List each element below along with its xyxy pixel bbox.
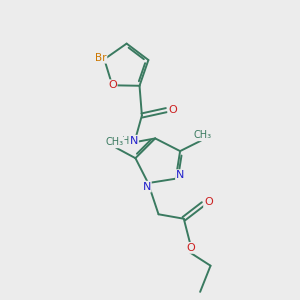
Text: O: O <box>204 197 213 207</box>
Text: O: O <box>108 80 117 90</box>
Text: O: O <box>168 104 177 115</box>
Text: N: N <box>176 170 184 180</box>
Text: Br: Br <box>95 53 106 63</box>
Text: CH₃: CH₃ <box>193 130 212 140</box>
Text: CH₃: CH₃ <box>106 137 124 147</box>
Text: N: N <box>130 136 138 146</box>
Text: H: H <box>122 136 129 146</box>
Text: N: N <box>142 182 151 192</box>
Text: O: O <box>187 243 196 253</box>
